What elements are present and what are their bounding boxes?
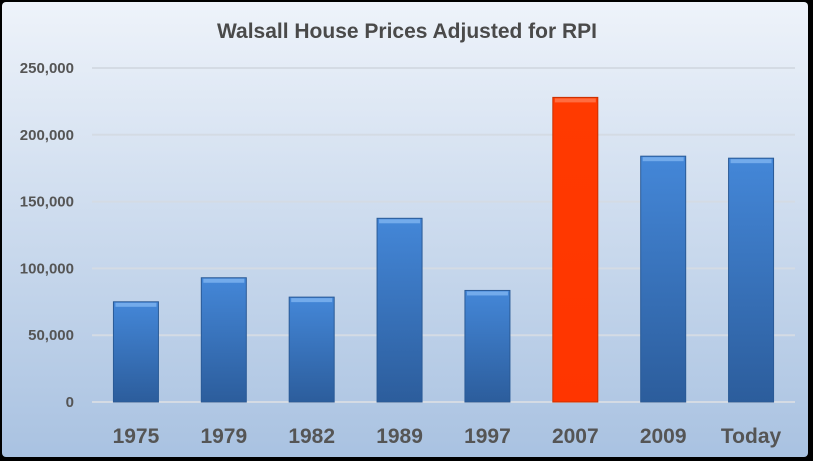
y-tick-label: 0 (66, 394, 74, 411)
bar-1979 (200, 277, 247, 403)
y-tick-label: 50,000 (28, 327, 74, 344)
y-tick-label: 100,000 (20, 260, 74, 277)
bar-highlight (730, 159, 772, 164)
bar-1989 (376, 217, 423, 403)
bar-highlight (291, 298, 333, 303)
y-tick-label: 150,000 (20, 194, 74, 211)
bar-1982 (288, 296, 335, 403)
bar-1975 (112, 301, 159, 403)
x-tick-label: 2009 (640, 425, 687, 448)
bar-highlight (379, 219, 421, 224)
y-tick-label: 200,000 (20, 127, 74, 144)
x-tick-label: Today (721, 425, 782, 448)
y-tick-label: 250,000 (20, 60, 74, 77)
x-tick-label: 1979 (200, 425, 247, 448)
bar-2009 (640, 155, 687, 403)
x-tick-label: 1975 (113, 425, 160, 448)
x-tick-label: 1982 (288, 425, 335, 448)
bar-1997 (464, 289, 511, 403)
x-tick-label: 1989 (376, 425, 423, 448)
bar-highlight (466, 291, 508, 296)
chart-title: Walsall House Prices Adjusted for RPI (217, 20, 597, 43)
bar-2007 (552, 96, 599, 403)
x-tick-label: 1997 (464, 425, 511, 448)
x-tick-label: 2007 (552, 425, 599, 448)
bar-today (728, 157, 775, 403)
bar-highlight (642, 157, 684, 162)
bar-highlight (554, 98, 596, 103)
bar-highlight (203, 278, 245, 283)
bar-highlight (115, 302, 157, 307)
